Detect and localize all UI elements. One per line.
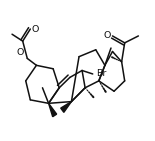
Text: O: O (104, 31, 111, 40)
Polygon shape (61, 102, 71, 112)
Text: Br: Br (96, 70, 106, 78)
Text: O: O (32, 25, 39, 34)
Text: O: O (17, 48, 24, 57)
Polygon shape (49, 103, 57, 117)
